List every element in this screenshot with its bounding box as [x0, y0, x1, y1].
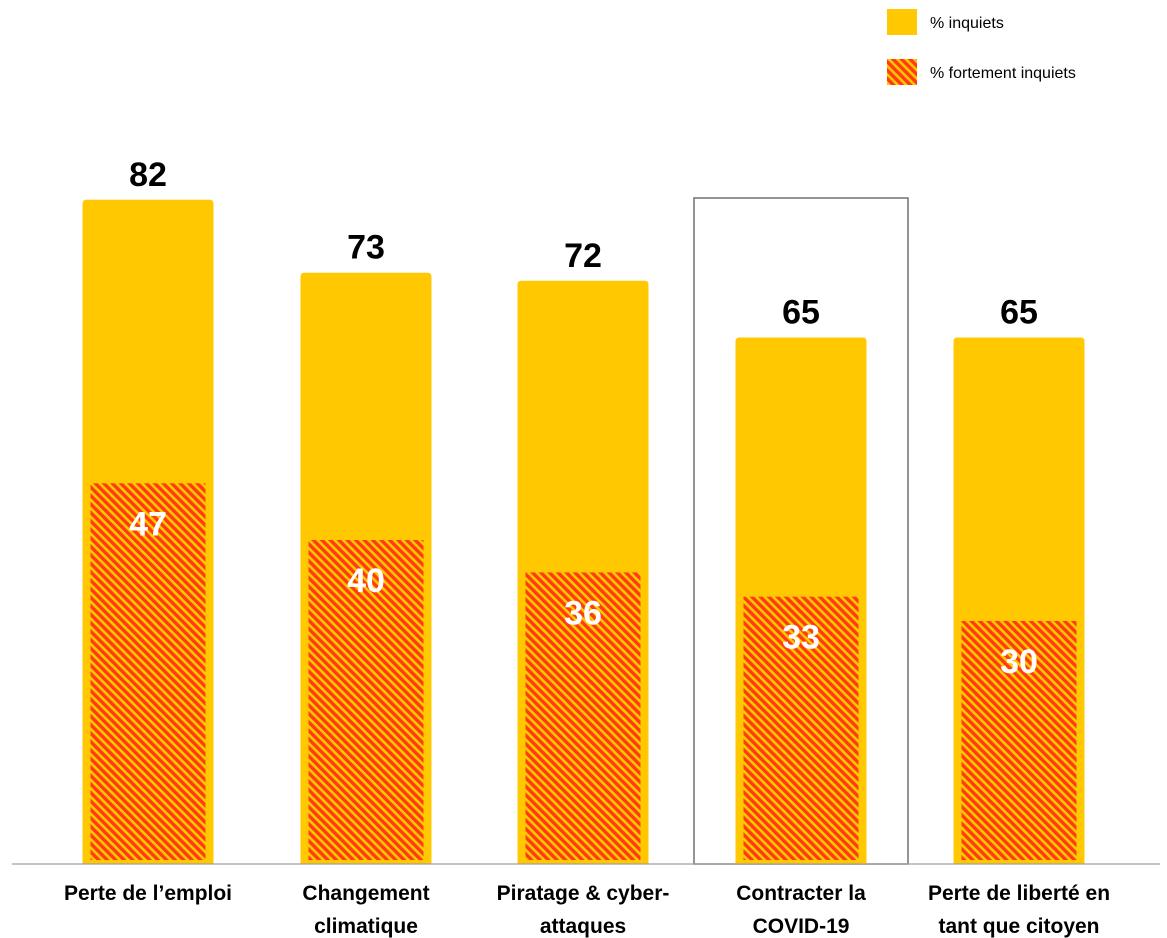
legend-label: % inquiets — [930, 15, 1004, 32]
category-label: Changement — [302, 882, 429, 905]
category-label: Perte de l’emploi — [64, 882, 232, 905]
bar-fortement-inquiets — [90, 483, 206, 860]
value-label-fortement-inquiets: 40 — [347, 562, 385, 600]
legend-label: % fortement inquiets — [930, 65, 1076, 82]
labels-layer: 82 47 Perte de l’emploi 73 40 Changement clima… — [64, 156, 1110, 938]
legend-swatch — [887, 59, 917, 85]
value-label-inquiets: 65 — [1000, 294, 1038, 332]
value-label-fortement-inquiets: 47 — [129, 505, 167, 543]
category-label: Perte de liberté en — [928, 882, 1110, 905]
value-label-inquiets: 82 — [129, 156, 167, 194]
value-label-fortement-inquiets: 36 — [564, 594, 602, 632]
category-label: COVID-19 — [753, 915, 850, 938]
bar-fortement-inquiets — [743, 596, 859, 860]
legend: % inquiets % fortement inquiets — [887, 9, 1076, 85]
value-label-fortement-inquiets: 30 — [1000, 643, 1038, 681]
category-label: climatique — [314, 915, 418, 938]
value-label-inquiets: 73 — [347, 229, 385, 267]
legend-swatch — [887, 9, 917, 35]
value-label-inquiets: 65 — [782, 294, 820, 332]
bar-fortement-inquiets — [525, 572, 641, 860]
category-label: attaques — [540, 915, 626, 938]
value-label-fortement-inquiets: 33 — [782, 619, 820, 657]
bar-fortement-inquiets — [961, 621, 1077, 860]
category-label: Contracter la — [736, 882, 866, 905]
bar-fortement-inquiets — [308, 540, 424, 860]
value-label-inquiets: 72 — [564, 237, 602, 275]
category-label: tant que citoyen — [938, 915, 1099, 938]
category-label: Piratage & cyber- — [497, 882, 670, 905]
bars-layer — [82, 199, 1085, 865]
